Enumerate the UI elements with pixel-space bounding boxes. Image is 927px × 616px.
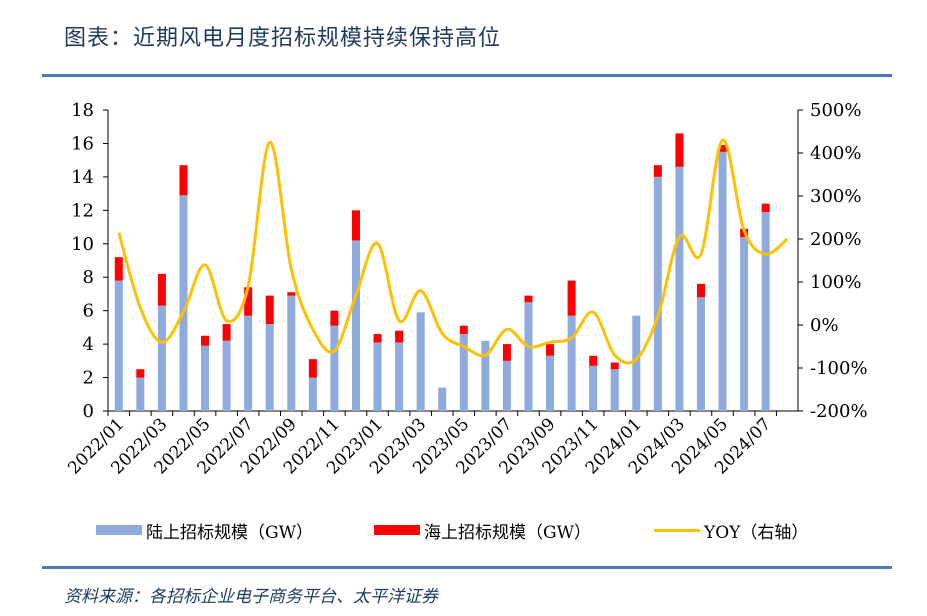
bar-onshore <box>351 240 360 411</box>
bar-onshore <box>157 305 166 411</box>
legend-swatch-yoy <box>654 528 700 532</box>
bar-onshore <box>546 355 555 411</box>
bar-onshore <box>265 324 274 411</box>
bar-onshore <box>653 176 662 411</box>
bar-offshore <box>718 145 727 152</box>
bar-onshore <box>610 369 619 411</box>
bar-offshore <box>222 324 231 341</box>
bar-offshore <box>157 273 166 306</box>
legend: 陆上招标规模（GW） 海上招标规模（GW） YOY（右轴） <box>96 517 896 543</box>
chart: 0 2 4 6 8 10 12 14 16 18 -200% -100% 0% 100% 200% 300% 4… <box>64 100 868 478</box>
legend-item-offshore: 海上招标规模（GW） <box>374 517 591 543</box>
y-left-tick-label: 12 <box>71 200 94 221</box>
bar-offshore <box>179 165 188 196</box>
bar-offshore <box>761 203 770 213</box>
bar-onshore <box>179 195 188 411</box>
bar-onshore <box>502 360 511 411</box>
y-left-tick-label: 0 <box>83 401 94 422</box>
bottom-rule <box>42 566 892 569</box>
bar-onshore <box>438 387 447 411</box>
y-right-tick-label: -100% <box>810 358 868 379</box>
bar-onshore <box>136 377 145 411</box>
bar-offshore <box>502 344 511 361</box>
bar-offshore <box>524 295 533 303</box>
y-left-tick-label: 16 <box>71 133 94 154</box>
bar-offshore <box>610 362 619 370</box>
yoy-line <box>117 138 789 365</box>
y-left-tick-label: 14 <box>71 167 94 188</box>
bar-offshore <box>546 344 555 356</box>
bar-onshore <box>481 340 490 411</box>
bar-onshore <box>308 377 317 411</box>
bar-offshore <box>395 330 404 343</box>
bar-offshore <box>114 257 123 281</box>
bar-offshore <box>308 359 317 378</box>
bar-offshore <box>373 334 382 343</box>
y-right-tick-label: 400% <box>810 143 861 164</box>
bar-offshore <box>287 292 296 296</box>
bar-onshore <box>395 342 404 411</box>
bar-onshore <box>524 302 533 411</box>
bar-offshore <box>567 280 576 316</box>
bar-onshore <box>740 237 749 411</box>
legend-label-offshore: 海上招标规模（GW） <box>424 522 592 543</box>
y-right-tick-label: 200% <box>810 229 861 250</box>
bar-onshore <box>373 342 382 411</box>
bar-onshore <box>222 340 231 411</box>
bar-onshore <box>330 325 339 411</box>
bar-onshore <box>114 280 123 411</box>
bar-onshore <box>589 365 598 411</box>
bar-onshore <box>287 295 296 411</box>
bar-offshore <box>653 165 662 177</box>
y-left-tick-label: 18 <box>71 100 94 121</box>
y-right-tick-label: 0% <box>810 315 839 336</box>
top-rule <box>42 74 892 77</box>
y-right-tick-label: -200% <box>810 401 868 422</box>
chart-title: 图表：近期风电月度招标规模持续保持高位 <box>64 26 502 51</box>
bar-onshore <box>632 315 641 411</box>
bar-onshore <box>416 312 425 411</box>
y-right-tick-label: 100% <box>810 272 861 293</box>
bar-offshore <box>675 133 684 167</box>
bar-onshore <box>567 315 576 411</box>
bar-offshore <box>589 355 598 366</box>
bar-onshore <box>675 166 684 411</box>
legend-swatch-onshore <box>96 525 142 535</box>
bar-onshore <box>696 297 705 411</box>
bar-offshore <box>201 335 210 346</box>
bar-offshore <box>136 369 145 378</box>
y-left-tick-label: 6 <box>83 301 94 322</box>
bar-offshore <box>244 287 253 316</box>
y-left-tick-label: 8 <box>83 267 94 288</box>
bar-offshore <box>351 210 360 241</box>
y-left-tick-label: 2 <box>83 368 94 389</box>
bar-onshore <box>718 151 727 412</box>
y-right-tick-label: 500% <box>810 100 861 121</box>
y-right-tick-label: 300% <box>810 186 861 207</box>
bar-onshore <box>761 212 770 411</box>
source-note: 资料来源：各招标企业电子商务平台、太平洋证券 <box>64 587 438 607</box>
y-left-tick-label: 4 <box>83 334 94 355</box>
legend-item-yoy: YOY（右轴） <box>654 517 808 543</box>
bar-onshore <box>244 315 253 411</box>
legend-swatch-offshore <box>374 525 420 535</box>
bar-offshore <box>459 325 468 335</box>
legend-label-yoy: YOY（右轴） <box>704 522 809 543</box>
bar-offshore <box>265 295 274 325</box>
legend-item-onshore: 陆上招标规模（GW） <box>96 517 313 543</box>
bar-offshore <box>330 310 339 326</box>
bar-onshore <box>459 334 468 411</box>
legend-label-onshore: 陆上招标规模（GW） <box>146 522 314 543</box>
bar-onshore <box>201 345 210 411</box>
bar-offshore <box>696 283 705 298</box>
y-left-tick-label: 10 <box>71 234 94 255</box>
